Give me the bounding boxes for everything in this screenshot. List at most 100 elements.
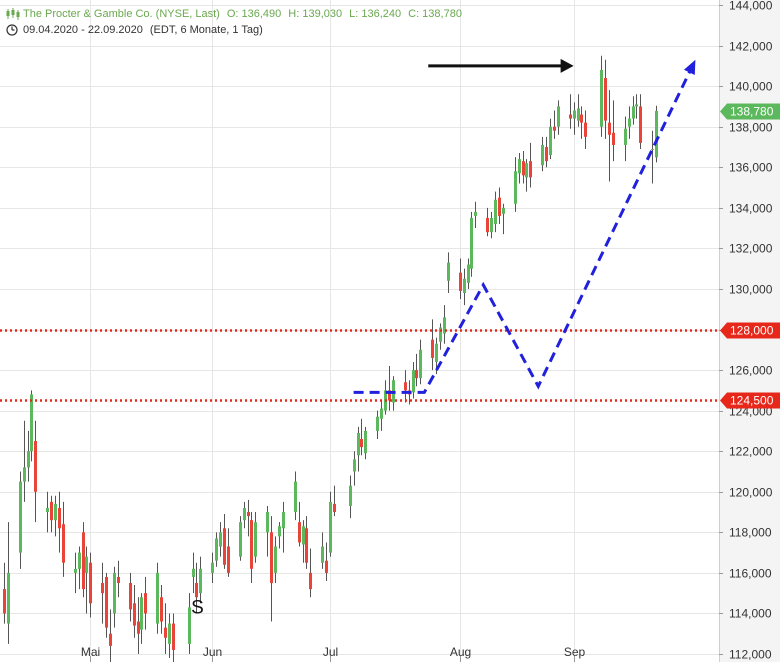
candle-up: [380, 408, 383, 419]
candle-up: [518, 159, 521, 174]
candle-up: [188, 607, 191, 644]
y-tick-label: 118,000: [729, 526, 772, 540]
candle-down: [431, 339, 434, 358]
candle-up: [439, 327, 442, 342]
projection-arrow-head: [683, 59, 696, 75]
header-line-1: The Procter & Gamble Co. (NYSE, Last) O:…: [6, 6, 462, 22]
candle-up: [266, 512, 269, 533]
candle-down: [105, 576, 108, 628]
candle-up: [600, 69, 603, 127]
candle-up: [470, 217, 473, 269]
candle-up: [376, 416, 379, 431]
candle-up: [447, 262, 450, 281]
candle-down: [333, 503, 336, 513]
candle-down: [223, 528, 226, 565]
y-tick-label: 136,000: [729, 161, 773, 175]
candle-down: [553, 126, 556, 131]
candle-up: [19, 481, 22, 553]
candle-up: [435, 343, 438, 362]
candle-down: [604, 78, 607, 121]
candle-up: [168, 623, 171, 644]
y-tick-label: 132,000: [729, 242, 773, 256]
candle-down: [569, 114, 572, 119]
candle-up: [274, 546, 277, 573]
projection-dashed-path: [353, 69, 692, 394]
candle-down: [522, 161, 525, 176]
candle-down: [584, 122, 587, 137]
candle-down: [250, 520, 253, 569]
level-badge-label: 128,000: [730, 324, 774, 338]
candle-down: [529, 161, 532, 178]
candle-up: [655, 110, 658, 158]
candle-down: [270, 532, 273, 584]
candle-up: [502, 207, 505, 214]
candle-up: [353, 459, 356, 472]
candle-up: [632, 106, 635, 119]
candle-down: [227, 546, 230, 573]
candle-up: [54, 503, 57, 521]
y-tick-label: 140,000: [729, 80, 773, 94]
candle-up: [192, 568, 195, 577]
date-range: 09.04.2020 - 22.09.2020: [23, 24, 143, 36]
candle-up: [219, 532, 222, 547]
candle-up: [549, 126, 552, 156]
candle-down: [137, 621, 140, 634]
timeframe: (EDT, 6 Monate, 1 Tag): [149, 24, 263, 36]
candle-up: [494, 199, 497, 225]
candle-down: [612, 132, 615, 145]
y-tick-label: 122,000: [729, 445, 773, 459]
current-price-badge: [720, 103, 780, 120]
candle-up: [321, 546, 324, 563]
candle-down: [298, 522, 301, 543]
candle-down: [305, 528, 308, 563]
y-tick-label: 134,000: [729, 202, 773, 216]
x-tick-label: Jun: [203, 645, 222, 659]
annotation-label-s: S: [191, 597, 204, 618]
candle-up: [254, 522, 257, 557]
high-value: H: 139,030: [288, 8, 343, 20]
candlestick-icon: [6, 8, 20, 20]
y-tick-label: 126,000: [729, 364, 773, 378]
chart-header: The Procter & Gamble Co. (NYSE, Last) O:…: [6, 6, 462, 38]
candle-down: [34, 441, 37, 492]
candle-up: [211, 562, 214, 573]
candle-up: [514, 171, 517, 204]
candle-up: [27, 451, 30, 468]
current-price-label: 138,780: [730, 105, 774, 119]
candle-up: [443, 317, 446, 334]
candle-down: [247, 512, 250, 517]
candle-up: [412, 370, 415, 393]
candle-down: [50, 501, 53, 521]
candle-up: [419, 349, 422, 379]
candle-down: [3, 589, 6, 614]
candle-down: [82, 532, 85, 590]
candle-up: [74, 568, 77, 573]
candle-down: [639, 106, 642, 143]
level-badge-label: 124,500: [730, 394, 774, 408]
candle-down: [608, 122, 611, 135]
candle-down: [101, 583, 104, 594]
level-badge: [720, 392, 780, 409]
y-tick-label: 112,000: [729, 648, 772, 662]
x-tick-label: Sep: [564, 645, 586, 659]
candle-down: [404, 382, 407, 391]
candle-up: [474, 211, 477, 216]
y-tick-label: 120,000: [729, 486, 773, 500]
header-line-2: 09.04.2020 - 22.09.2020 (EDT, 6 Monate, …: [6, 22, 462, 38]
candle-up: [30, 394, 33, 452]
candle-down: [309, 572, 312, 590]
y-tick-label: 116,000: [729, 567, 772, 581]
candle-down: [360, 439, 363, 448]
candle-up: [199, 568, 202, 594]
y-tick-label: 130,000: [729, 283, 773, 297]
candle-down: [195, 583, 198, 598]
candle-down: [545, 146, 548, 162]
candle-down: [89, 562, 92, 604]
candle-down: [498, 197, 501, 216]
candle-down: [160, 597, 163, 622]
candle-up: [557, 106, 560, 127]
candle-up: [525, 163, 528, 178]
candle-up: [635, 104, 638, 107]
candle-up: [463, 278, 466, 293]
